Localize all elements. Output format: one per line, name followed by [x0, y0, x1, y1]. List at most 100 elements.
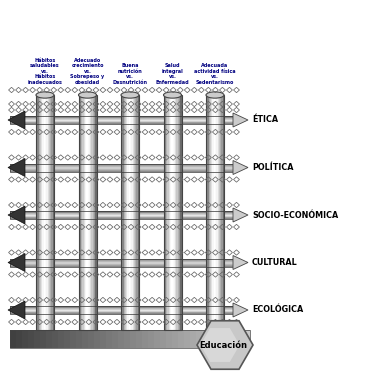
Bar	[10, 170, 235, 171]
Bar	[172, 330, 178, 348]
Polygon shape	[233, 303, 248, 317]
Bar	[214, 330, 220, 348]
Bar	[10, 123, 235, 124]
Bar	[106, 330, 112, 348]
Text: Buena
nutrición
vs.
Desnutrición: Buena nutrición vs. Desnutrición	[112, 63, 147, 85]
Text: ÉTICA: ÉTICA	[252, 116, 278, 124]
Bar	[10, 120, 235, 121]
Bar	[169, 95, 170, 330]
Bar	[93, 95, 94, 330]
Bar	[226, 330, 232, 348]
Bar	[64, 330, 70, 348]
Bar	[125, 95, 126, 330]
Bar	[135, 95, 136, 330]
Bar	[173, 95, 174, 330]
Text: ECOLÓGICA: ECOLÓGICA	[252, 306, 303, 315]
Bar	[45, 95, 46, 330]
Bar	[10, 215, 235, 216]
Bar	[100, 330, 106, 348]
Bar	[206, 95, 207, 330]
Bar	[122, 95, 124, 330]
Bar	[84, 95, 85, 330]
Bar	[10, 119, 235, 120]
Bar	[10, 213, 235, 214]
Bar	[40, 330, 46, 348]
Bar	[95, 95, 97, 330]
Bar	[10, 312, 235, 313]
Bar	[94, 95, 95, 330]
Polygon shape	[8, 301, 25, 319]
Bar	[80, 95, 81, 330]
Bar	[10, 330, 250, 348]
Text: Salud
integral
vs.
Enfermedad: Salud integral vs. Enfermedad	[156, 63, 189, 85]
Bar	[160, 330, 166, 348]
Bar	[76, 330, 82, 348]
Polygon shape	[233, 160, 248, 174]
Bar	[70, 330, 76, 348]
Ellipse shape	[79, 92, 97, 98]
Bar	[10, 166, 235, 167]
Bar	[232, 330, 238, 348]
Bar	[210, 95, 211, 330]
Bar	[219, 95, 220, 330]
Bar	[86, 95, 87, 330]
Bar	[58, 330, 64, 348]
Bar	[41, 95, 43, 330]
Bar	[10, 258, 235, 267]
Polygon shape	[233, 113, 248, 127]
Bar	[87, 95, 89, 330]
Bar	[37, 95, 39, 330]
Bar	[178, 330, 184, 348]
Bar	[10, 212, 235, 213]
Bar	[44, 95, 45, 330]
Ellipse shape	[163, 92, 182, 98]
Bar	[10, 309, 235, 310]
Bar	[10, 306, 235, 307]
Bar	[220, 95, 222, 330]
Bar	[211, 95, 212, 330]
Bar	[118, 330, 124, 348]
Bar	[10, 262, 235, 263]
Bar	[10, 116, 235, 117]
Bar	[206, 95, 224, 330]
Bar	[163, 95, 165, 330]
Bar	[46, 95, 48, 330]
Bar	[121, 95, 139, 330]
Bar	[171, 95, 173, 330]
Bar	[16, 330, 22, 348]
Bar	[10, 313, 235, 314]
Text: SOCIO-ECONÓMICA: SOCIO-ECONÓMICA	[252, 210, 338, 219]
Bar	[10, 216, 235, 217]
Bar	[10, 261, 235, 262]
Bar	[121, 95, 122, 330]
Bar	[10, 164, 235, 171]
Bar	[22, 330, 28, 348]
Bar	[166, 330, 172, 348]
Bar	[10, 121, 235, 122]
Bar	[127, 95, 129, 330]
Bar	[202, 330, 208, 348]
Bar	[179, 95, 180, 330]
Bar	[10, 307, 235, 308]
Bar	[165, 95, 166, 330]
Bar	[79, 95, 97, 330]
Bar	[220, 330, 226, 348]
Text: CULTURAL: CULTURAL	[252, 258, 298, 267]
Bar	[10, 218, 235, 219]
Bar	[112, 330, 118, 348]
Bar	[10, 165, 235, 166]
Bar	[10, 164, 235, 165]
Bar	[130, 95, 131, 330]
Bar	[53, 95, 54, 330]
Bar	[134, 95, 135, 330]
Bar	[136, 95, 138, 330]
Bar	[90, 95, 91, 330]
Bar	[81, 95, 82, 330]
Bar	[10, 214, 235, 215]
Bar	[208, 330, 214, 348]
Bar	[10, 211, 235, 212]
Bar	[174, 95, 175, 330]
Bar	[36, 95, 37, 330]
Polygon shape	[8, 254, 25, 272]
Bar	[10, 169, 235, 170]
